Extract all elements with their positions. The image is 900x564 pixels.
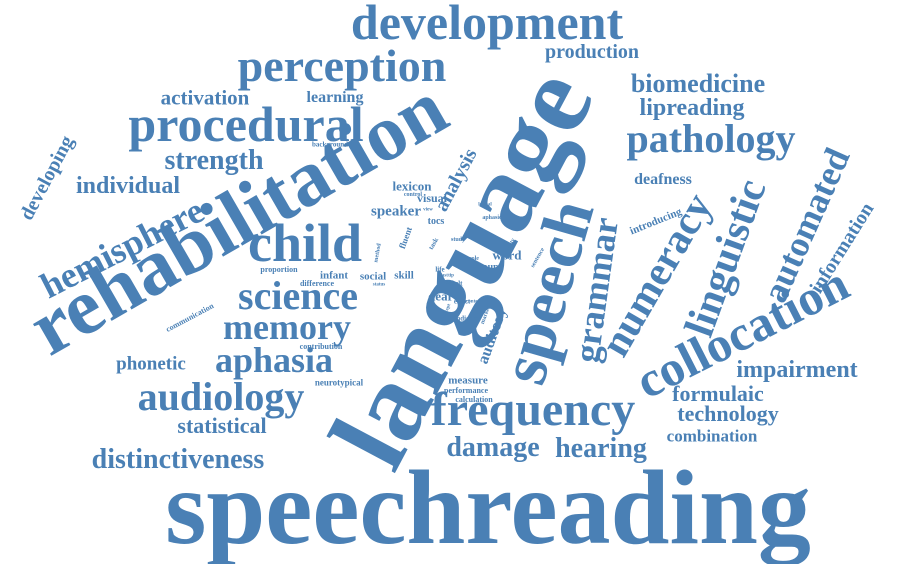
word-learning: learning bbox=[306, 89, 364, 106]
word-text: text bbox=[444, 280, 454, 286]
word-hearing: hearing bbox=[555, 433, 647, 464]
word-background: background bbox=[311, 140, 349, 149]
word-status: status bbox=[372, 282, 386, 288]
word-speaker: speaker bbox=[371, 203, 421, 220]
word-visual: visual bbox=[416, 191, 448, 205]
word-aphasia: aphasia bbox=[214, 340, 334, 380]
word-contribution: contribution bbox=[299, 342, 343, 351]
word-result: result bbox=[445, 279, 463, 288]
word-tip: tip bbox=[448, 273, 454, 279]
word-proportion: proportion bbox=[260, 265, 298, 274]
word-combination: combination bbox=[666, 426, 758, 446]
word-phonetic: phonetic bbox=[116, 353, 186, 375]
word-formulaic: formulaic bbox=[672, 381, 764, 406]
word-activation: activation bbox=[160, 85, 250, 110]
word-measure: measure bbox=[448, 374, 488, 387]
word-view: view bbox=[423, 207, 433, 213]
word-perception: perception bbox=[237, 40, 447, 91]
word-science: science bbox=[238, 273, 358, 318]
word-tocs: tocs bbox=[427, 216, 445, 227]
word-individual: individual bbox=[75, 173, 181, 199]
word-biomedicine: biomedicine bbox=[630, 69, 766, 98]
word-audiology: audiology bbox=[137, 374, 305, 419]
word-development: development bbox=[350, 0, 624, 50]
word-skill: skill bbox=[394, 269, 414, 282]
word-life: life bbox=[435, 265, 445, 274]
word-calculation: calculation bbox=[455, 395, 493, 404]
word-social: social bbox=[359, 270, 387, 283]
word-role: role bbox=[469, 256, 479, 262]
word-speechreading: speechreading bbox=[165, 449, 811, 564]
word-statistical: statistical bbox=[177, 413, 267, 438]
word-frequency: frequency bbox=[430, 383, 636, 436]
word-word: word bbox=[492, 247, 522, 263]
word-difference: difference bbox=[299, 279, 335, 288]
word-deafness: deafness bbox=[634, 171, 692, 188]
word-strength: strength bbox=[164, 145, 264, 176]
word-effect: effect bbox=[453, 297, 471, 306]
word-aphasic: aphasic bbox=[482, 215, 502, 221]
word-deaf: deaf bbox=[428, 288, 452, 304]
word-pathology: pathology bbox=[626, 116, 796, 161]
word-developing: developing bbox=[15, 132, 79, 224]
word-neurotypical: neurotypical bbox=[314, 377, 364, 388]
word-production: production bbox=[544, 41, 640, 63]
word-control: control bbox=[403, 192, 423, 198]
word-method: method bbox=[373, 242, 383, 264]
word-impairment: impairment bbox=[736, 357, 858, 383]
word-indicator: indicator bbox=[454, 314, 482, 323]
word-group: group bbox=[473, 262, 499, 273]
word-content: content bbox=[466, 299, 482, 305]
word-performance: performance bbox=[444, 386, 488, 395]
word-memory: memory bbox=[223, 307, 351, 347]
word-lexical: lexical bbox=[478, 202, 492, 208]
word-procedural: procedural bbox=[128, 96, 364, 152]
word-lexicon: lexicon bbox=[392, 178, 432, 194]
word-distinctiveness: distinctiveness bbox=[91, 444, 265, 475]
word-fast: fast bbox=[440, 273, 448, 279]
word-technology: technology bbox=[677, 401, 779, 426]
word-study: study bbox=[450, 237, 466, 243]
word-damage: damage bbox=[446, 432, 540, 463]
word-communication: communication bbox=[164, 301, 216, 334]
word-infant: infant bbox=[319, 269, 349, 282]
word-child: child bbox=[247, 213, 363, 273]
word-lipreading: lipreading bbox=[639, 95, 745, 121]
